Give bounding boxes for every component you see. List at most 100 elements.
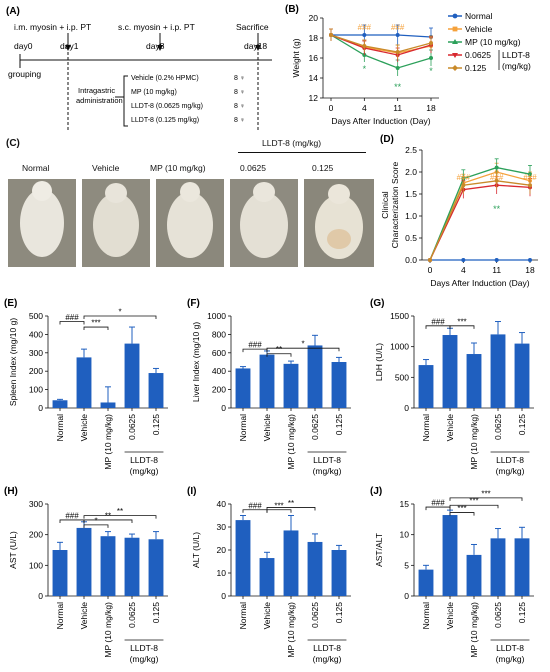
y-tick-label: 30 (217, 522, 227, 532)
bar (259, 354, 275, 408)
data-point (494, 178, 499, 183)
y-tick-label: 1.0 (405, 211, 417, 221)
y-tick-label: 1.5 (405, 189, 417, 199)
bar (283, 363, 299, 408)
significance-bracket (266, 353, 292, 357)
chart-f-liver-index: (F) 0 200 400 600 800 1000 Liver Index (mg/10 g… (187, 298, 351, 476)
x-tick-label: 0.125 (151, 602, 161, 624)
bar (235, 368, 251, 408)
legend-bracket-label-1: LLDT-8 (502, 50, 530, 60)
x-tick-label: Normal (421, 414, 431, 442)
y-tick-label: 14 (309, 73, 319, 83)
significance-bracket (266, 509, 292, 513)
significance-mark: *** (481, 489, 490, 498)
mouse-photo-0-125 (304, 179, 374, 267)
significance-mark: * (301, 340, 304, 349)
lldt8-group-unit: (mg/kg) (496, 466, 525, 476)
series-line (330, 34, 432, 56)
x-tick-label: 0.0625 (127, 602, 137, 628)
bar (148, 373, 164, 408)
x-tick-label: MP (10 mg/kg) (286, 602, 296, 658)
lldt8-group-label: LLDT-8 (130, 643, 158, 653)
group-2-n: 8 ♀ (234, 89, 245, 96)
group-4-name: LLDT-8 (0.125 mg/kg) (131, 117, 199, 124)
bar (442, 515, 458, 596)
y-axis-label: Weight (g) (291, 38, 301, 77)
significance-mark: ### (490, 173, 504, 182)
significance-mark: ** (394, 82, 402, 92)
data-point (494, 165, 499, 170)
day1-label: day1 (60, 41, 79, 51)
bar (331, 550, 347, 596)
y-axis-label: Spleen Index (mg/10 g) (8, 318, 18, 407)
x-axis-label: Days After Induction (Day) (430, 278, 529, 288)
legend-label: MP (10 mg/kg) (465, 37, 521, 47)
data-point (528, 183, 532, 188)
mouse-photo-vehicle (82, 179, 150, 267)
arrow-day8-head (157, 45, 163, 51)
data-point (528, 172, 532, 177)
bar (466, 554, 482, 596)
x-tick-label: 0.0625 (493, 414, 503, 440)
x-tick-label: 0.0625 (310, 414, 320, 440)
significance-mark: *** (469, 497, 478, 506)
arrow-day1-head (65, 45, 71, 51)
significance-mark: ** (276, 345, 282, 354)
bar (490, 334, 506, 408)
significance-bracket (449, 325, 475, 329)
bar (76, 357, 92, 408)
y-tick-label: 0 (404, 591, 409, 601)
significance-mark: * (118, 308, 121, 317)
panel-c-photos: (C) LLDT-8 (mg/kg) Normal Vehicle MP (10… (0, 135, 380, 270)
lldt8-group-unit: (mg/kg) (313, 654, 342, 664)
y-axis-label-2: Characterization Score (390, 162, 400, 249)
lldt8-group-unit: (mg/kg) (130, 466, 159, 476)
significance-mark: * (363, 64, 367, 74)
x-tick-label: Vehicle (445, 414, 455, 442)
significance-mark: ** (288, 499, 294, 508)
significance-bracket (266, 507, 316, 511)
significance-mark: ### (431, 499, 445, 508)
mouse-photos (8, 179, 374, 267)
panel-a-timeline: (A) i.m. myosin + i.p. PT s.c. myosin + … (6, 6, 272, 130)
y-tick-label: 0 (38, 591, 43, 601)
x-tick-label: 0.125 (334, 602, 344, 624)
admin-label-1: Intragastric (78, 86, 115, 95)
x-tick-label: Normal (55, 602, 65, 630)
significance-mark: ### (65, 511, 79, 520)
significance-bracket (83, 524, 109, 528)
y-tick-label: 0 (221, 591, 226, 601)
y-tick-label: 400 (212, 366, 226, 376)
significance-mark: ### (358, 23, 372, 32)
significance-mark: ** (493, 204, 501, 214)
y-axis-label: AST (U/L) (8, 531, 18, 569)
lldt8-group-label: LLDT-8 (130, 455, 158, 465)
data-point (461, 258, 466, 262)
significance-mark: *** (274, 501, 283, 510)
lldt8-group-unit: (mg/kg) (130, 654, 159, 664)
y-tick-label: 0.5 (405, 233, 417, 243)
y-tick-label: 12 (309, 93, 319, 103)
y-tick-label: 10 (400, 530, 410, 540)
x-tick-label: Normal (238, 602, 248, 630)
x-tick-label: 18 (525, 265, 535, 275)
significance-mark: * (429, 66, 433, 76)
x-tick-label: 0.125 (334, 414, 344, 436)
y-axis-label: LDH (U/L) (374, 343, 384, 381)
legend-marker (452, 65, 458, 71)
data-point (362, 33, 367, 37)
day0-label: day0 (14, 41, 33, 51)
data-point (528, 258, 532, 262)
significance-mark: ### (431, 317, 445, 326)
x-tick-label: Vehicle (262, 602, 272, 630)
y-tick-label: 200 (29, 366, 43, 376)
data-point (395, 33, 400, 37)
legend-bracket-label-2: (mg/kg) (502, 61, 531, 71)
lldt8-group-label: LLDT-8 (496, 455, 524, 465)
photo-label-0-0625: 0.0625 (240, 163, 266, 173)
chart-b-weight: (B) 12 14 16 18 20 0 4 11 18 Days After Induction … (285, 4, 439, 126)
significance-mark: ### (523, 173, 537, 182)
significance-bracket (59, 321, 85, 325)
y-axis-label-1: Clinical (380, 191, 390, 219)
significance-mark: *** (457, 317, 466, 326)
